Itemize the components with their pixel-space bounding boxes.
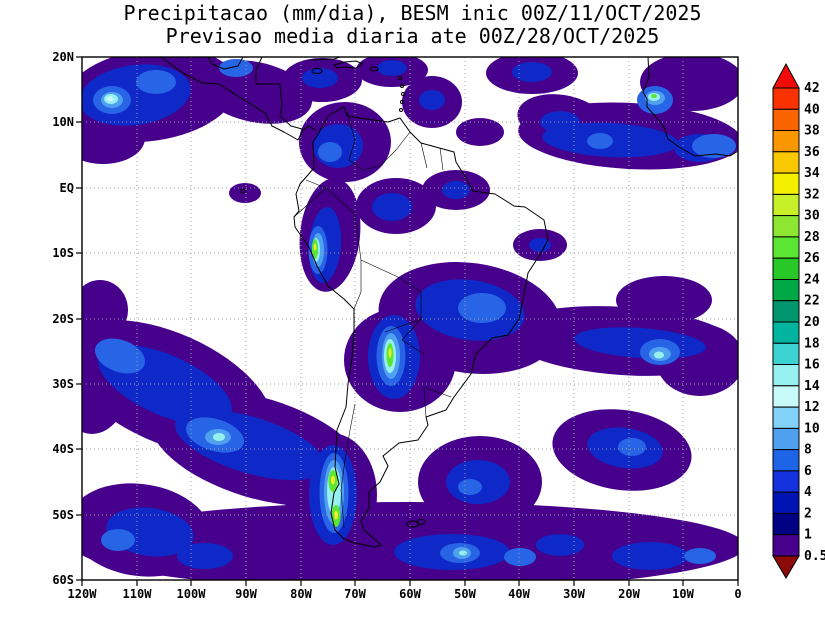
colorbar-tick-label: 4 (804, 485, 812, 500)
colorbar: 42 40 38 36 34 32 30 28 26 24 22 20 18 1… (772, 62, 825, 579)
lon-tick-label: 100W (177, 587, 207, 601)
colorbar-labels: 42 40 38 36 34 32 30 28 26 24 22 20 18 1… (804, 81, 825, 564)
colorbar-tick-label: 42 (804, 81, 820, 96)
colorbar-cell (772, 491, 800, 515)
colorbar-tick-label: 10 (804, 421, 820, 436)
colorbar-cell (772, 406, 800, 429)
lon-axis-labels: 120W 110W 100W 90W 80W 70W 60W 50W 40W 3… (68, 587, 742, 601)
colorbar-tick-label: 12 (804, 400, 820, 415)
lon-tick-label: 90W (235, 587, 257, 601)
colorbar-max-arrow (772, 62, 800, 89)
colorbar-cell (772, 257, 800, 281)
colorbar-cell (772, 342, 800, 366)
colorbar-tick-label: 26 (804, 251, 820, 266)
colorbar-cell (772, 172, 800, 195)
colorbar-tick-label: 6 (804, 464, 812, 479)
colorbar-tick-label: 34 (804, 166, 820, 181)
colorbar-tick-label: 32 (804, 187, 820, 202)
colorbar-tick-label: 1 (804, 528, 812, 543)
lon-tick-label: 10W (672, 587, 694, 601)
lon-tick-label: 30W (563, 587, 585, 601)
lat-lon-gridlines (82, 57, 738, 580)
colorbar-tick-label: 28 (804, 230, 820, 245)
colorbar-tick-label: 22 (804, 294, 820, 309)
title-block: Precipitacao (mm/dia), BESM inic 00Z/11/… (0, 2, 825, 48)
colorbar-cell (772, 534, 800, 557)
lat-tick-label: 20S (52, 312, 74, 326)
lon-tick-label: 120W (68, 587, 98, 601)
colorbar-cell (772, 193, 800, 217)
lat-axis-labels: 20N 10N EQ 10S 20S 30S 40S 50S 60S (52, 50, 74, 587)
colorbar-cell (772, 449, 800, 472)
colorbar-cell (772, 385, 800, 408)
colorbar-tick-label: 20 (804, 315, 820, 330)
lon-tick-label: 70W (344, 587, 366, 601)
precip-band-26 (312, 94, 657, 527)
colorbar-cell (772, 130, 800, 153)
lon-tick-label: 0 (734, 587, 741, 601)
lon-tick-label: 80W (290, 587, 312, 601)
country-borders (293, 111, 452, 529)
lon-tick-label: 50W (454, 587, 476, 601)
lat-tick-label: 50S (52, 508, 74, 522)
lat-tick-label: 10S (52, 246, 74, 260)
lat-tick-label: 40S (52, 442, 74, 456)
colorbar-tick-label: 16 (804, 358, 820, 373)
precip-band-32 (313, 243, 392, 520)
colorbar-min-arrow (772, 555, 800, 579)
colorbar-cell (772, 279, 800, 302)
colorbar-tick-label: 38 (804, 124, 820, 139)
colorbar-cell (772, 151, 800, 174)
lon-tick-label: 110W (123, 587, 153, 601)
colorbar-tick-label: 40 (804, 102, 820, 117)
colorbar-cell (772, 300, 800, 323)
chart-subtitle: Previsao media diaria ate 00Z/28/OCT/202… (165, 24, 660, 48)
colorbar-tick-label: 2 (804, 507, 812, 522)
colorbar-cell (772, 215, 800, 238)
lon-tick-label: 40W (508, 587, 530, 601)
colorbar-cell (772, 87, 800, 110)
lat-tick-label: 30S (52, 377, 74, 391)
colorbar-cell (772, 470, 800, 493)
chart-title: Precipitacao (mm/dia), BESM inic 00Z/11/… (123, 1, 702, 25)
lon-tick-label: 60W (399, 587, 421, 601)
colorbar-cell (772, 108, 800, 132)
colorbar-cell (772, 513, 800, 536)
lat-tick-label: 10N (52, 115, 74, 129)
axis-ticks (76, 56, 739, 586)
colorbar-tick-label: 0.5 (804, 549, 825, 564)
lon-tick-label: 20W (618, 587, 640, 601)
colorbar-tick-label: 18 (804, 336, 820, 351)
lat-tick-label: 60S (52, 573, 74, 587)
colorbar-tick-label: 30 (804, 209, 820, 224)
colorbar-tick-label: 8 (804, 443, 812, 458)
colorbar-cell (772, 236, 800, 259)
colorbar-cell (772, 364, 800, 387)
lat-tick-label: EQ (60, 181, 74, 195)
precip-band-12 (106, 96, 114, 102)
colorbar-tick-label: 14 (804, 379, 820, 394)
colorbar-cell (772, 321, 800, 344)
colorbar-cell (772, 427, 800, 451)
lat-tick-label: 20N (52, 50, 74, 64)
colorbar-tick-label: 24 (804, 273, 820, 288)
colorbar-tick-label: 36 (804, 145, 820, 160)
